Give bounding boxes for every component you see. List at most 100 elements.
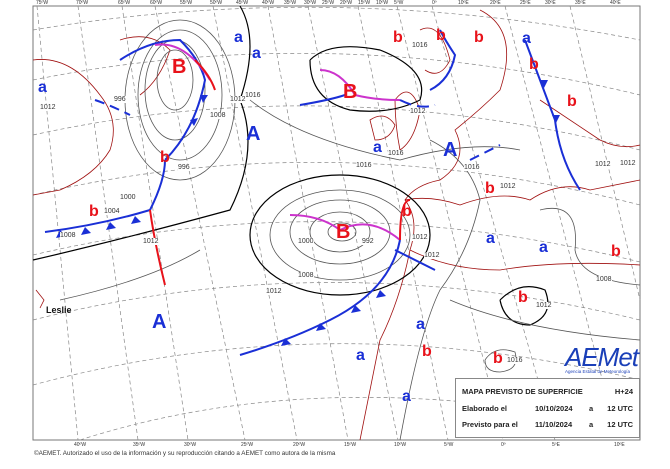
isobar-value: 1012 (230, 96, 246, 103)
cold-front-mid (299, 94, 346, 106)
made-label: Elaborado el (462, 404, 508, 413)
lead-time: H+24 (614, 387, 633, 396)
tick-label: 10ºE (614, 442, 625, 448)
cold-front-west (44, 159, 166, 233)
high-pressure-center: a (522, 30, 531, 47)
isobar-value: 1012 (143, 238, 159, 245)
tick-label: 20ºE (490, 0, 501, 6)
low-pressure-center: b (474, 29, 484, 46)
storm-name-label: Leslie (46, 305, 72, 315)
isobar-value: 1012 (424, 252, 440, 259)
tick-label: 25ºE (520, 0, 531, 6)
high-pressure-center: a (402, 388, 411, 405)
isobar-value: 1016 (388, 150, 404, 157)
aemet-logo: AEMet Agencia Estatal de Meteorología (565, 342, 639, 376)
isobar-value: 1012 (620, 160, 636, 167)
graticule (32, 5, 641, 441)
high-pressure-center: a (539, 239, 548, 256)
high-pressure-center: a (486, 230, 495, 247)
isobar-value: 996 (114, 96, 126, 103)
low-pressure-center: b (436, 27, 446, 44)
tick-label: 40ºE (610, 0, 621, 6)
tick-label: 40ºW (74, 442, 87, 448)
low-pressure-center: b (567, 93, 577, 110)
copyright-notice: ©AEMET. Autorizado el uso de la informac… (34, 450, 336, 457)
isobar-value: 1012 (410, 108, 426, 115)
low-pressure-center: b (89, 203, 99, 220)
tick-label: 50ºW (210, 0, 223, 6)
warm-front-west (149, 209, 166, 286)
map-title: MAPA PREVISTO DE SUPERFICIE (462, 387, 583, 396)
low-pressure-center: b (422, 343, 432, 360)
tick-label: 75ºW (36, 0, 49, 6)
tick-label: 55ºW (180, 0, 193, 6)
tick-label: 5ºW (394, 0, 404, 6)
tick-label: 70ºW (76, 0, 89, 6)
low-pressure-center: B (343, 81, 358, 103)
coastlines (32, 9, 641, 441)
high-pressure-center: a (416, 316, 425, 333)
front-symbols (56, 80, 560, 346)
isobar-value: 1012 (266, 288, 282, 295)
isobar-value: 1016 (507, 357, 523, 364)
tick-label: 30ºW (184, 442, 197, 448)
logo-subtitle: Agencia Estatal de Meteorología (565, 369, 631, 374)
made-time: 12 UTC (607, 404, 633, 413)
cold-front-iberia (394, 249, 436, 271)
high-pressure-center: A (246, 123, 261, 145)
valid-time: 12 UTC (607, 420, 633, 429)
tick-label: 30ºW (304, 0, 317, 6)
high-pressure-center: A (152, 311, 167, 333)
tick-label: 25ºW (241, 442, 254, 448)
map-info-box: MAPA PREVISTO DE SUPERFICIE H+24 Elabora… (455, 378, 640, 438)
isobar-value: 1008 (298, 272, 314, 279)
tick-label: 60ºW (150, 0, 163, 6)
isobar-value: 1016 (245, 92, 261, 99)
tick-label: 20ºW (293, 442, 306, 448)
tick-label: 45ºW (236, 0, 249, 6)
made-date: 10/10/2024 (535, 404, 573, 413)
low-pressure-center: b (493, 350, 503, 367)
low-pressure-center: b (518, 289, 528, 306)
cold-front-uk (429, 29, 457, 91)
cold-front-south (239, 239, 401, 356)
isobar-value: 1012 (412, 234, 428, 241)
isobar-value: 1012 (40, 104, 56, 111)
low-pressure-center: b (529, 56, 539, 73)
tick-label: 40ºW (262, 0, 275, 6)
tick-label: 15ºW (358, 0, 371, 6)
low-pressure-center: b (611, 243, 621, 260)
isobar-value: 1016 (412, 42, 428, 49)
tick-label: 5ºE (552, 442, 560, 448)
trough-east (469, 144, 501, 161)
high-pressure-center: a (234, 29, 243, 46)
made-at: a (589, 404, 594, 413)
tick-label: 5ºW (444, 442, 454, 448)
tick-label: 20ºW (340, 0, 353, 6)
high-pressure-center: a (373, 139, 382, 156)
map-frame (32, 5, 641, 441)
isobar-value: 1012 (536, 302, 552, 309)
isobar-value: 992 (362, 238, 374, 245)
low-pressure-center: b (393, 29, 403, 46)
valid-date: 11/10/2024 (535, 420, 573, 429)
high-pressure-center: a (356, 347, 365, 364)
isobar-value: 1008 (210, 112, 226, 119)
low-pressure-center: b (485, 180, 495, 197)
isobar-value: 1004 (104, 208, 120, 215)
low-pressure-center: B (172, 56, 187, 78)
tick-label: 10ºE (458, 0, 469, 6)
trough-mid (399, 99, 436, 108)
tick-label: 25ºW (322, 0, 335, 6)
isobar-value: 1008 (596, 276, 612, 283)
tick-label: 10ºW (376, 0, 389, 6)
logo-text: AEMet (565, 342, 639, 372)
low-pressure-center: b (402, 203, 412, 220)
low-pressure-center: b (160, 149, 170, 166)
tick-label: 30ºE (545, 0, 556, 6)
tick-label: 65ºW (118, 0, 131, 6)
isobar-value: 1000 (120, 194, 136, 201)
valid-label: Previsto para el (462, 420, 518, 429)
